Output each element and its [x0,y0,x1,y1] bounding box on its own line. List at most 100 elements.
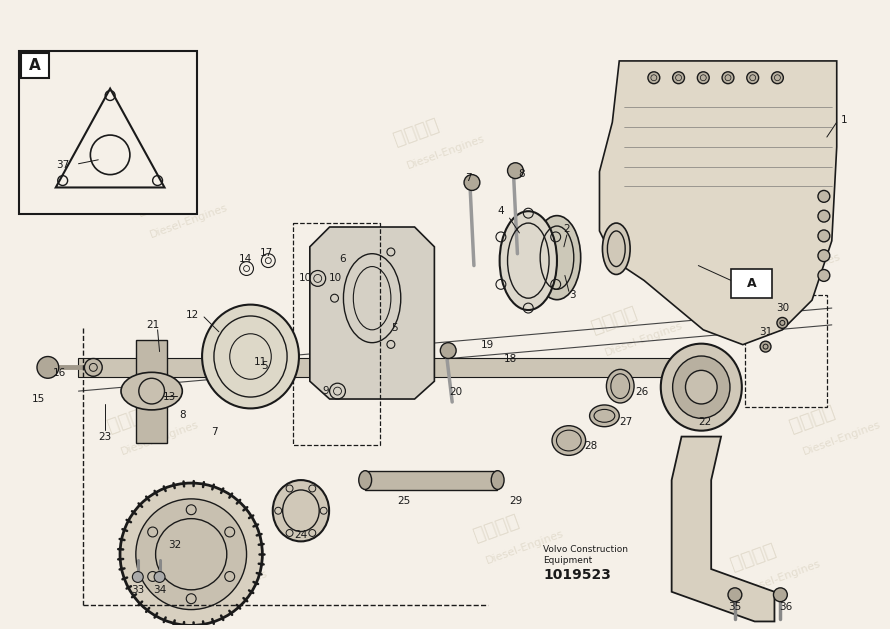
Text: 35: 35 [728,601,741,611]
Text: 1: 1 [840,115,847,125]
Ellipse shape [606,369,634,403]
Text: 27: 27 [619,417,633,426]
Circle shape [773,588,788,602]
Circle shape [777,318,788,328]
Ellipse shape [673,356,730,418]
Circle shape [760,341,771,352]
Text: 7: 7 [465,172,472,182]
Text: 紫发动力: 紫发动力 [589,303,640,337]
Text: 33: 33 [131,585,144,595]
Circle shape [37,357,59,378]
Bar [20,51,197,214]
Bar [78,357,696,377]
Bar [21,53,49,78]
Polygon shape [600,61,837,345]
Ellipse shape [499,211,557,310]
Text: 36: 36 [779,601,792,611]
Text: 9: 9 [322,386,329,396]
Bar [136,340,167,443]
Text: 紫发动力: 紫发动力 [648,65,699,99]
Text: 紫发动力: 紫发动力 [134,184,185,218]
Text: 紫发动力: 紫发动力 [747,234,797,268]
Text: Diesel-Engines: Diesel-Engines [406,133,487,170]
Text: 紫发动力: 紫发动力 [352,343,402,376]
Circle shape [722,72,734,84]
Circle shape [772,72,783,84]
Text: Diesel-Engines: Diesel-Engines [603,321,684,359]
Text: 5: 5 [261,362,268,371]
Text: 26: 26 [635,387,649,397]
Text: 28: 28 [584,442,597,452]
Ellipse shape [533,216,580,299]
Text: Diesel-Engines: Diesel-Engines [742,558,822,596]
Text: Diesel-Engines: Diesel-Engines [485,528,566,566]
Ellipse shape [272,480,329,542]
Circle shape [154,572,165,582]
Text: Diesel-Engines: Diesel-Engines [119,420,200,457]
Circle shape [507,163,523,179]
Text: 23: 23 [99,431,112,442]
Text: 22: 22 [699,417,712,426]
Text: 12: 12 [185,310,198,320]
Text: 24: 24 [295,530,308,540]
Text: 30: 30 [776,303,789,313]
Text: 21: 21 [146,320,159,330]
Circle shape [120,483,263,625]
Text: 紫发动力: 紫发动力 [727,540,778,574]
Text: 34: 34 [153,585,166,595]
Ellipse shape [121,372,182,410]
Circle shape [85,359,102,376]
Ellipse shape [491,470,504,489]
Text: 15: 15 [31,394,44,404]
Text: 10: 10 [299,274,312,284]
Text: 紫发动力: 紫发动力 [787,402,837,436]
Bar [745,295,827,407]
Text: 11: 11 [254,357,267,367]
Text: 18: 18 [504,355,517,364]
Text: Diesel-Engines: Diesel-Engines [149,203,230,240]
Text: 紫发动力: 紫发动力 [470,511,521,545]
Circle shape [728,588,742,602]
Text: 5: 5 [392,323,398,333]
Circle shape [133,572,143,582]
Text: Diesel-Engines: Diesel-Engines [801,420,882,457]
Circle shape [648,72,659,84]
Text: A: A [747,277,756,290]
Polygon shape [672,437,774,621]
Ellipse shape [359,470,372,489]
Circle shape [818,210,829,222]
Circle shape [818,230,829,242]
Text: 3: 3 [570,290,576,300]
Text: 10: 10 [329,274,342,284]
Circle shape [818,250,829,262]
Circle shape [673,72,684,84]
Circle shape [464,175,480,191]
Text: 13: 13 [163,392,176,402]
Text: Diesel-Engines: Diesel-Engines [663,84,744,121]
Text: Volvo Construction: Volvo Construction [543,545,628,554]
Text: Diesel-Engines: Diesel-Engines [367,360,447,398]
Text: 4: 4 [498,206,504,216]
Text: 20: 20 [449,387,463,397]
Text: 6: 6 [339,253,345,264]
Text: Equipment: Equipment [543,555,593,565]
Text: 紫发动力: 紫发动力 [392,115,442,149]
Circle shape [818,269,829,281]
Circle shape [698,72,709,84]
Ellipse shape [202,304,299,408]
Circle shape [818,191,829,203]
Bar [731,269,773,298]
Bar [293,223,380,445]
Bar [365,471,497,490]
Ellipse shape [685,370,717,404]
Ellipse shape [589,405,619,426]
Text: 2: 2 [563,224,570,234]
Text: Diesel-Engines: Diesel-Engines [189,568,269,606]
Circle shape [747,72,758,84]
Circle shape [136,499,247,610]
Text: 紫发动力: 紫发动力 [174,550,224,584]
Text: 紫发动力: 紫发动力 [104,402,155,436]
Text: 8: 8 [518,169,525,179]
Ellipse shape [660,343,742,431]
Text: 8: 8 [179,410,186,420]
